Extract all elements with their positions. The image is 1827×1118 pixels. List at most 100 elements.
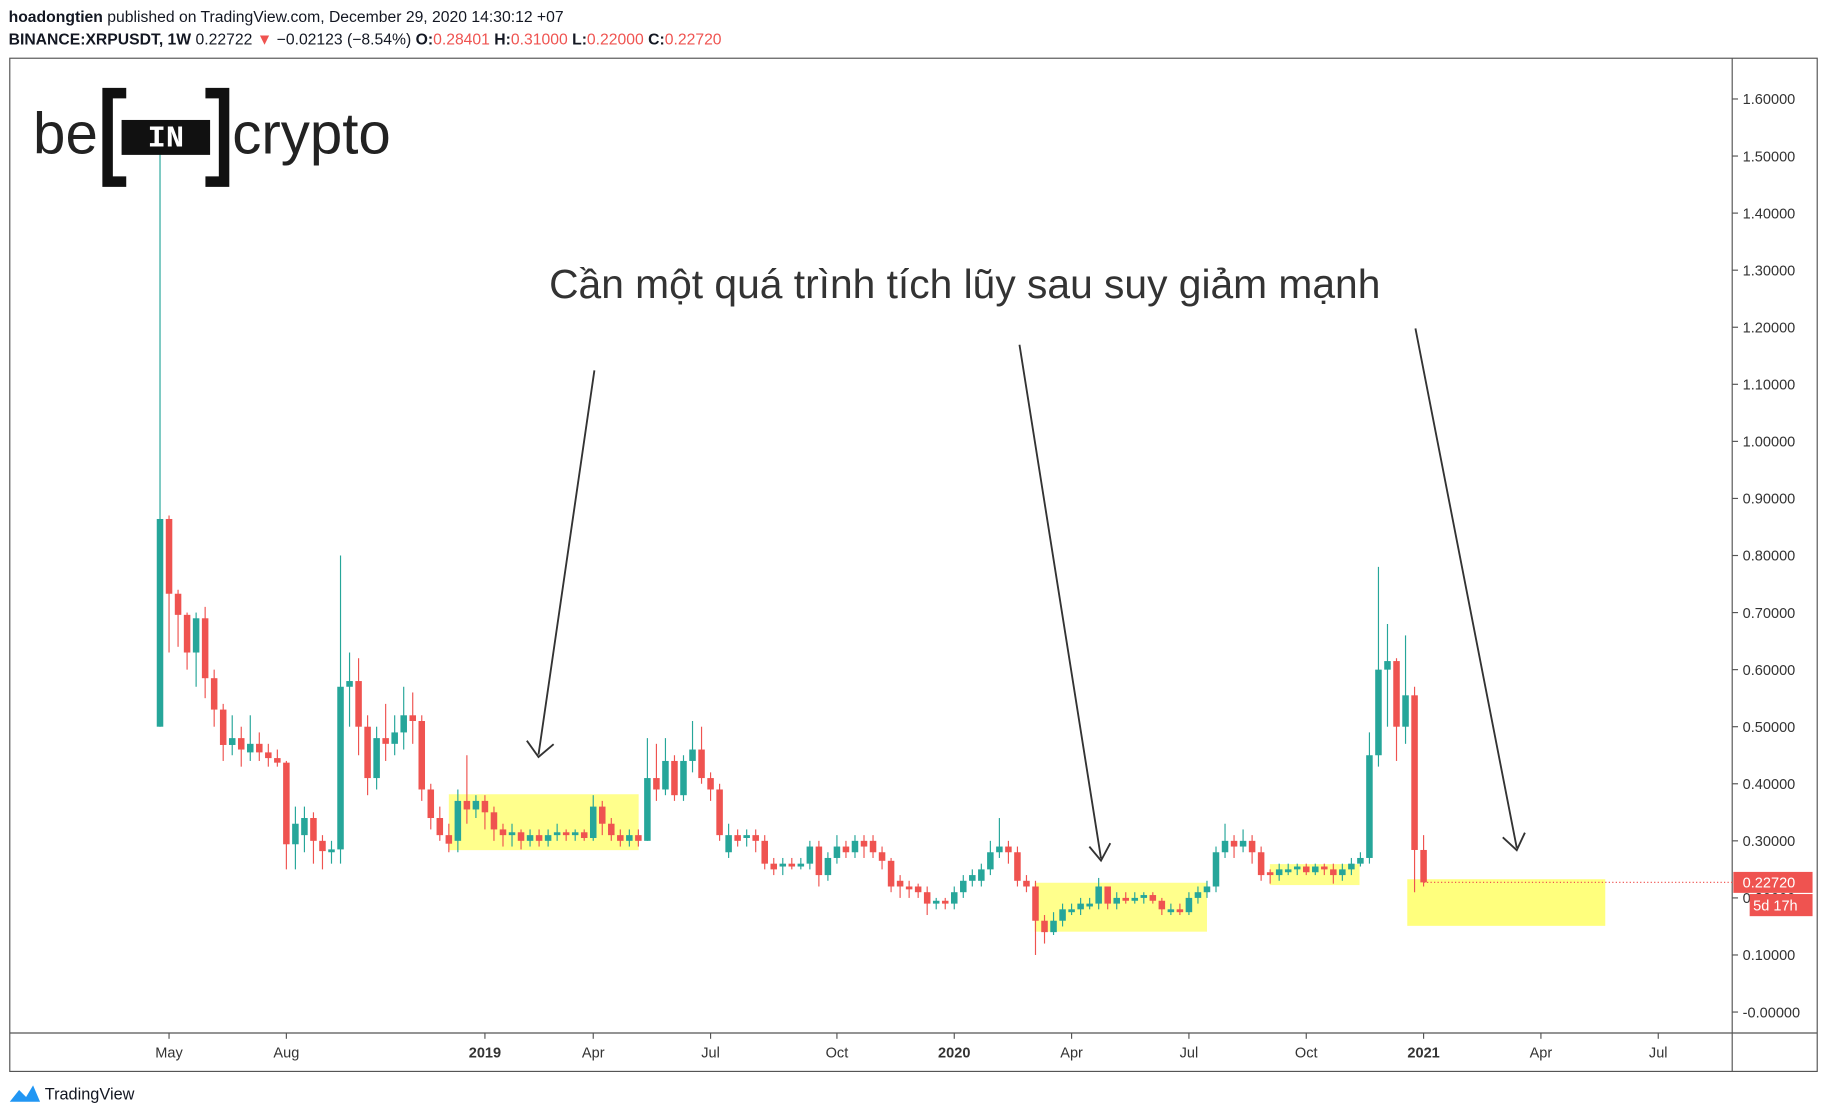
x-tick-label: 2021 (1407, 1045, 1439, 1061)
y-tick-label: 1.30000 (1743, 263, 1796, 279)
y-tick-label: 0.40000 (1743, 777, 1796, 793)
candle-body (310, 818, 317, 841)
candle-body (1366, 755, 1373, 858)
candle-body (1411, 695, 1418, 850)
candle-body (192, 618, 200, 653)
candle-body (914, 886, 922, 893)
candle-body (283, 762, 290, 845)
candle-body (960, 880, 967, 893)
o-value: 0.28401 (433, 31, 490, 48)
price-label-box (1733, 871, 1813, 893)
y-tick-label: 1.60000 (1743, 92, 1796, 108)
arrows (526, 328, 1526, 863)
candle-body (996, 846, 1003, 853)
logo-bracket (102, 87, 230, 187)
candle-body (1375, 669, 1382, 756)
candle-body (562, 832, 570, 836)
candle-body (824, 857, 832, 876)
candle-body (1095, 886, 1102, 904)
candle-body (1348, 863, 1355, 870)
highlight-zones (448, 794, 1606, 932)
candle-body (1077, 903, 1084, 910)
candle-body (373, 738, 380, 779)
x-tick-label: 2019 (469, 1045, 501, 1061)
y-tick-label: 1.40000 (1743, 206, 1796, 222)
candle-body (779, 863, 787, 867)
candle-body (725, 835, 732, 853)
candle-body (1393, 661, 1400, 727)
candle-body (174, 593, 182, 615)
candle-body (463, 800, 471, 810)
candle-body (887, 860, 895, 887)
l-value: 0.22000 (587, 31, 644, 48)
c-label: C: (648, 31, 665, 48)
candle-body (1104, 886, 1111, 904)
candle-body (905, 886, 913, 890)
candle-body (445, 835, 453, 844)
candle-body (589, 806, 597, 838)
arrow (1414, 328, 1526, 852)
candle-body (635, 835, 642, 841)
publisher: hoadongtien (9, 9, 103, 26)
candle-body (698, 749, 705, 779)
candle-body (535, 835, 543, 841)
candle-body (228, 738, 236, 745)
y-tick-label: 0.90000 (1743, 492, 1796, 508)
zone (1407, 879, 1606, 926)
y-tick-label: 1.50000 (1743, 149, 1796, 165)
x-tick-label: Apr (1060, 1045, 1083, 1061)
logo-left: be (33, 102, 98, 167)
candle-body (1203, 886, 1211, 893)
candle-body (599, 806, 606, 824)
y-tick-label: 1.00000 (1743, 435, 1796, 451)
candle-body (1086, 903, 1093, 907)
candle-body (833, 846, 841, 858)
arrow (1018, 344, 1112, 863)
candle-body (743, 835, 750, 838)
candle-body (382, 738, 389, 744)
plot (156, 150, 1427, 955)
candle-body (1293, 866, 1301, 870)
candle-body (770, 863, 778, 870)
candle-body (1212, 852, 1220, 887)
candle-body (950, 892, 958, 904)
candle-body (346, 681, 353, 687)
candle-body (842, 846, 850, 853)
candle-body (707, 778, 714, 790)
candle-body (319, 840, 326, 852)
candle-body (1005, 846, 1012, 853)
candle-body (409, 715, 416, 722)
candle-body (969, 875, 976, 881)
candle-body (716, 789, 723, 836)
y-tick-label: 0.70000 (1743, 606, 1796, 622)
candle-body (301, 818, 308, 836)
candle-body (815, 846, 823, 876)
candle-body (1266, 872, 1274, 876)
x-tick-label: May (155, 1045, 183, 1061)
candle-body (1239, 840, 1247, 847)
candle-body (526, 835, 534, 841)
candle-body (653, 778, 660, 790)
candle-body (436, 818, 444, 836)
candle-body (1158, 900, 1166, 910)
candle-body (400, 715, 407, 733)
candle-body (427, 789, 435, 819)
candle-body (418, 721, 426, 790)
tv-icon (9, 1085, 41, 1102)
zone (1034, 882, 1207, 932)
countdown: 5d 17h (1753, 898, 1798, 914)
candle-body (1194, 892, 1202, 898)
candle-body (869, 840, 877, 853)
candle-body (1149, 895, 1157, 901)
candle-body (987, 852, 994, 870)
candle-body (680, 760, 687, 796)
y-tick-label: 0.30000 (1743, 834, 1796, 850)
candle-body (1068, 909, 1075, 913)
candle-body (544, 835, 552, 841)
y-tick-label: -0.00000 (1743, 1005, 1800, 1021)
frame (9, 57, 1818, 1072)
x-tick-label: 2020 (938, 1045, 970, 1061)
candle-body (1284, 869, 1292, 873)
candle-body (517, 832, 525, 841)
last-price: 0.22722 (196, 31, 253, 48)
